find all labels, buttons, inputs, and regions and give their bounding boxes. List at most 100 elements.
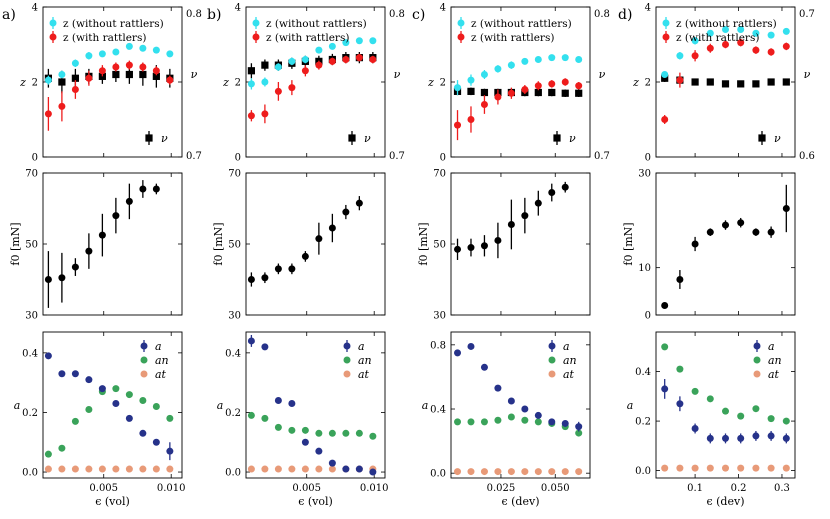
- panel-3-legend-z-without-marker: [457, 19, 465, 27]
- panel-2-legend-z-with: z (with rattlers): [266, 32, 349, 44]
- panel-1-a-point: [58, 370, 66, 378]
- panel-4-legend-z-without: z (without rattlers): [676, 18, 777, 30]
- panel-2-z-without-point: [315, 46, 323, 54]
- panel-3-mid-ytick-label: 50: [433, 240, 446, 251]
- panel-2-legend-a: a: [358, 340, 365, 353]
- panel-1-bot-ytick-label: 0.0: [22, 468, 38, 479]
- panel-4-f0-point: [752, 228, 760, 236]
- panel-4-an-point: [706, 395, 714, 403]
- panel-4-an-point: [782, 417, 790, 425]
- panel-4-bot-ytick-label: 0.4: [635, 367, 651, 378]
- panel-2-f0-point: [247, 276, 255, 283]
- panel-1-bot-ylabel: a: [14, 399, 21, 412]
- panel-4-at-point: [767, 464, 775, 472]
- panel-2-nu-min-label: 0.7: [389, 151, 405, 162]
- panel-1-nu-point: [58, 78, 66, 86]
- panel-3-an-point: [454, 418, 462, 426]
- panel-4-top-ytick-label: 0: [645, 153, 651, 164]
- panel-1-f0-point: [152, 185, 160, 193]
- panel-4-z-without-point: [722, 26, 729, 33]
- panel-1-an-point: [139, 397, 147, 405]
- panel-4-z-with-point: [722, 41, 729, 48]
- panel-3-z-without-point: [467, 76, 475, 84]
- panel-3-z-without-point: [454, 84, 462, 92]
- panel-1-nu-point: [152, 72, 160, 80]
- panel-2-z-with-point: [315, 61, 323, 69]
- panel-4-bot-xtick-label: 0.2: [731, 483, 747, 494]
- panel-3-at-point: [507, 468, 515, 476]
- panel-4-legend-an-marker: [753, 356, 761, 364]
- panel-1-nu-point: [125, 70, 133, 79]
- panel-1-nu-point: [112, 70, 120, 79]
- panel-1-mid-ytick-label: 70: [25, 169, 38, 180]
- panel-2-an-point: [328, 429, 336, 437]
- panel-4-z-with-point: [767, 48, 775, 56]
- panel-3-bot-xtick-label: 0.025: [487, 483, 516, 494]
- panel-4-nu-min-label: 0.6: [799, 151, 815, 162]
- panel-2-mid-ytick-label: 30: [228, 311, 241, 322]
- panel-2-f0-point: [301, 252, 309, 260]
- panel-1-bot-xlabel: ϵ (vol): [95, 495, 130, 508]
- panel-3-z-without-point: [561, 54, 569, 62]
- panel-4-z-with-point: [676, 76, 684, 84]
- panel-4-z-without-point: [767, 31, 775, 39]
- panel-4-at-point: [706, 464, 714, 472]
- panel-4-a-point: [706, 434, 714, 442]
- panel-2-top-ylabel-right: ν: [394, 68, 401, 81]
- panel-3-z-without-point: [480, 71, 488, 78]
- panel-4-z-without-point: [676, 52, 684, 60]
- panel-2-f0-point: [328, 224, 336, 232]
- panel-4-f0-point: [767, 228, 775, 236]
- panel-4-z-with-point: [661, 116, 669, 123]
- panel-4-z-without-point: [661, 71, 669, 78]
- panel-1-legend-z-with: z (with rattlers): [63, 32, 146, 44]
- panel-4-f0-point: [782, 205, 790, 212]
- panel-1-f0-point: [139, 185, 147, 193]
- panel-1-z-with-point: [139, 63, 147, 71]
- panel-3-legend-at-marker: [548, 370, 556, 378]
- panel-3-nu-point: [548, 88, 556, 97]
- panel-4-f0-point: [706, 228, 714, 236]
- panel-4-a-point: [737, 434, 745, 442]
- panel-2-legend-an-marker: [343, 356, 351, 364]
- panel-3-a-point: [507, 397, 515, 405]
- panel-2-top-ylabel: z: [222, 76, 229, 89]
- panel-2-z-without-point: [288, 57, 296, 65]
- panel-4-f0-point: [691, 240, 699, 248]
- panel-4-an-point: [661, 343, 669, 351]
- panel-1-z-without-point: [125, 42, 133, 50]
- panel-1-nu-min-label: 0.7: [186, 151, 202, 162]
- panel-4-a-point: [767, 432, 775, 440]
- panel-2-nu-max-label: 0.8: [389, 9, 405, 20]
- panel-3-mid-ytick-label: 30: [433, 311, 446, 322]
- panel-4-at-point: [752, 464, 760, 472]
- panel-1-z-without-point: [112, 48, 120, 56]
- panel-2-top-ytick-label: 0: [235, 153, 241, 164]
- panel-4-nu-point: [782, 78, 790, 86]
- panel-2-legend-z-without-marker: [252, 19, 260, 27]
- panel-3-bot-ylabel: a: [422, 399, 429, 412]
- panel-4-mid-ylabel: f0 [mN]: [622, 222, 635, 265]
- panel-4-nu-point: [752, 80, 760, 88]
- panel-1-f0-point: [58, 274, 66, 282]
- panel-2-legend-nu: ν: [364, 132, 371, 145]
- panel-4-top-ytick-label: 4: [645, 3, 651, 14]
- panel-2-z-without-point: [301, 56, 309, 63]
- panel-4-nu-point: [706, 78, 714, 86]
- panel-3-f0-point: [534, 199, 542, 207]
- panel-3-a-point: [561, 419, 569, 427]
- panel-4-mid-ytick-label: 30: [638, 169, 651, 180]
- panel-1-a-point: [98, 385, 106, 393]
- panel-2-z-without-point: [247, 80, 255, 88]
- panel-3-a-point: [575, 423, 583, 431]
- panel-4-z-with-point: [706, 44, 714, 52]
- panel-1-z-with-point: [166, 76, 174, 84]
- panel-1-an-point: [125, 391, 133, 399]
- panel-1-at-point: [98, 465, 106, 473]
- panel-3-a-point: [494, 384, 502, 392]
- panel-3-legend-at: at: [563, 368, 575, 381]
- panel-1-at-point: [139, 465, 147, 473]
- panel-3-top-ytick-label: 0: [440, 153, 446, 164]
- panel-3-a-point: [534, 411, 542, 419]
